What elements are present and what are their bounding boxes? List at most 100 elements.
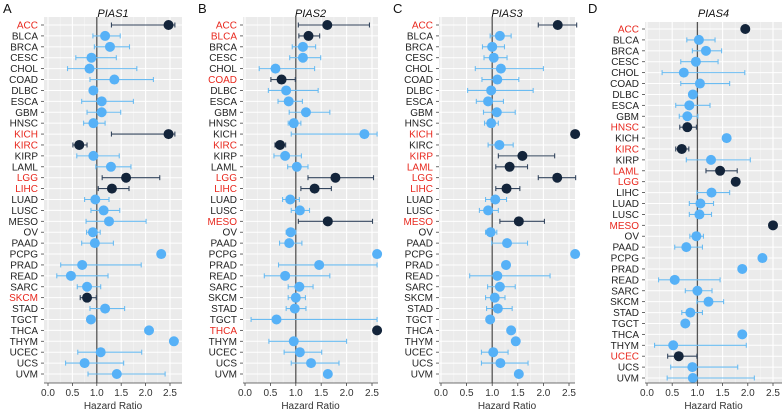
category-label: COAD — [208, 75, 237, 86]
hazard-ratio-point — [494, 281, 505, 292]
hazard-ratio-point — [359, 129, 370, 140]
hazard-ratio-point — [502, 238, 513, 249]
category-label: ACC — [618, 25, 639, 36]
hazard-ratio-point — [372, 325, 383, 336]
hazard-ratio-point — [680, 318, 691, 329]
category-label: PAAD — [211, 239, 238, 250]
hazard-ratio-point — [513, 369, 524, 379]
x-tick-label: 2.5 — [163, 388, 177, 399]
x-tick-label: 2.0 — [139, 388, 153, 399]
hazard-ratio-point — [90, 194, 101, 205]
category-label: PRAD — [209, 260, 237, 271]
category-label: KICH — [14, 130, 38, 141]
category-label: KICH — [213, 130, 237, 141]
hazard-ratio-point — [285, 194, 296, 205]
category-label: GBM — [15, 108, 38, 119]
category-label: BLCA — [613, 35, 639, 46]
hazard-ratio-point — [486, 85, 497, 96]
hazard-ratio-point — [303, 30, 314, 41]
panel-letter: C — [393, 1, 402, 16]
hazard-ratio-point — [694, 78, 705, 89]
category-label: GBM — [616, 112, 639, 123]
category-label: LGG — [412, 173, 433, 184]
category-label: SKCM — [9, 293, 38, 304]
category-label: SKCM — [404, 293, 433, 304]
category-label: UVM — [215, 370, 237, 381]
hazard-ratio-point — [111, 369, 122, 379]
x-axis-label: Hazard Ratio — [281, 401, 340, 412]
x-tick-label: 1.0 — [485, 388, 499, 399]
category-label: DLBC — [11, 86, 38, 97]
hazard-ratio-point — [144, 325, 155, 336]
hazard-ratio-point — [486, 118, 497, 129]
x-tick-label: 2.0 — [536, 388, 550, 399]
category-label: PCPG — [10, 250, 39, 261]
hazard-ratio-point — [501, 183, 512, 194]
hazard-ratio-point — [706, 154, 717, 165]
hazard-ratio-point — [737, 329, 748, 340]
category-label: OV — [625, 232, 640, 243]
category-label: ESCA — [210, 97, 238, 108]
category-label: KIRP — [410, 151, 434, 162]
hazard-ratio-point — [552, 172, 563, 183]
category-label: STAD — [613, 308, 639, 319]
hazard-ratio-point — [757, 253, 768, 264]
hazard-ratio-point — [692, 285, 703, 296]
panel-letter: A — [3, 1, 12, 16]
category-label: THYM — [10, 337, 38, 348]
x-tick-label: 0.5 — [263, 388, 277, 399]
category-label: PAAD — [613, 243, 640, 254]
category-label: SARC — [10, 282, 38, 293]
category-label: STAD — [407, 304, 433, 315]
category-label: PAAD — [407, 239, 434, 250]
category-label: UCS — [618, 363, 639, 374]
x-tick-label: 1.5 — [716, 388, 730, 399]
category-label: LAML — [613, 166, 640, 177]
hazard-ratio-point — [88, 118, 99, 129]
hazard-ratio-point — [100, 30, 111, 41]
x-axis-label: Hazard Ratio — [684, 401, 743, 412]
hazard-ratio-point — [492, 270, 503, 281]
hazard-ratio-point — [491, 107, 502, 118]
panel-letter: D — [588, 1, 597, 16]
category-label: SARC — [209, 282, 237, 293]
hazard-ratio-point — [168, 336, 179, 347]
category-label: UCEC — [405, 348, 433, 359]
panel-letter: B — [198, 1, 207, 16]
category-label: MESO — [610, 221, 640, 232]
hazard-ratio-point — [721, 133, 732, 144]
hazard-ratio-point — [280, 150, 291, 161]
category-label: SARC — [405, 282, 433, 293]
category-label: ESCA — [612, 101, 640, 112]
hazard-ratio-point — [291, 161, 302, 172]
category-label: COAD — [9, 75, 38, 86]
category-label: LGG — [618, 177, 639, 188]
category-label: LAML — [12, 162, 39, 173]
category-label: GBM — [410, 108, 433, 119]
hazard-ratio-point — [275, 139, 286, 150]
category-label: BRCA — [10, 42, 38, 53]
category-label: ACC — [412, 21, 433, 32]
hazard-ratio-point — [270, 63, 281, 74]
hazard-ratio-point — [65, 270, 76, 281]
hazard-ratio-point — [730, 176, 741, 187]
hazard-ratio-point — [681, 242, 692, 253]
hazard-ratio-point — [504, 161, 515, 172]
hazard-ratio-point — [98, 205, 109, 216]
category-label: KIRC — [14, 140, 38, 151]
category-label: TGCT — [406, 315, 433, 326]
hazard-ratio-point — [513, 216, 524, 227]
hazard-ratio-point — [297, 41, 308, 52]
category-label: KIRP — [15, 151, 39, 162]
category-label: LAML — [211, 162, 238, 173]
category-label: CHOL — [209, 64, 237, 75]
category-label: OV — [223, 228, 238, 239]
category-label: KIRP — [214, 151, 238, 162]
hazard-ratio-point — [492, 303, 503, 314]
category-label: READ — [10, 271, 38, 282]
hazard-ratio-point — [489, 292, 500, 303]
hazard-ratio-point — [703, 296, 714, 307]
hazard-ratio-point — [87, 227, 98, 238]
category-label: LUSC — [210, 206, 237, 217]
